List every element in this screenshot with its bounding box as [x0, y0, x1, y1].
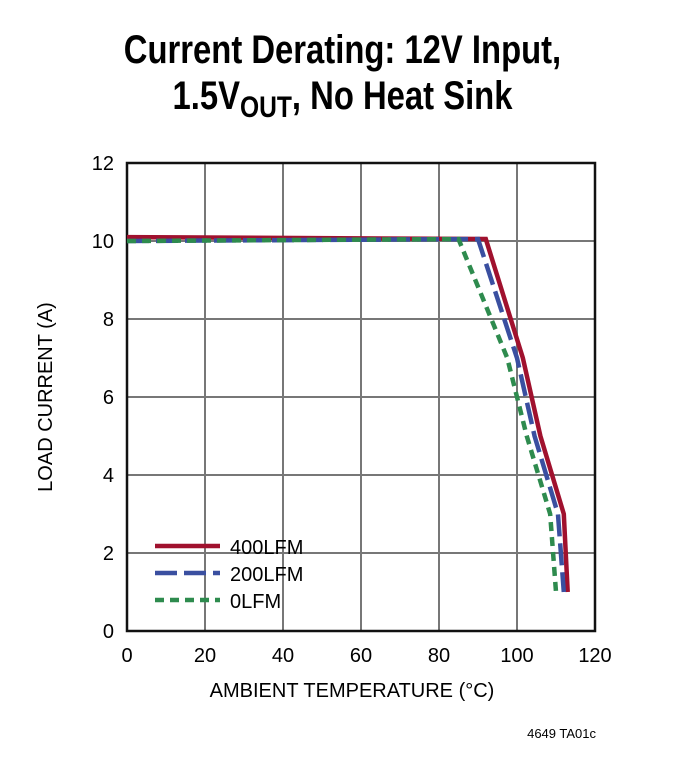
chart-title-line1: Current Derating: 12V Input, — [123, 28, 562, 72]
y-tick-label: 10 — [92, 231, 114, 253]
series-line-200lfm — [126, 236, 567, 593]
legend-label: 0LFM — [230, 591, 281, 613]
x-tick-label: 120 — [578, 645, 611, 667]
x-tick-label: 60 — [350, 645, 372, 667]
series-line-400lfm — [126, 234, 570, 593]
title-subscript: OUT — [239, 91, 292, 124]
title-suffix: , No Heat Sink — [291, 74, 513, 118]
y-axis-label: LOAD CURRENT (A) — [35, 302, 57, 492]
y-tick-label: 0 — [103, 621, 114, 643]
x-tick-label: 80 — [428, 645, 450, 667]
footnote: 4649 TA01c — [527, 726, 596, 741]
plot-frame — [125, 161, 597, 633]
y-tick-label: 12 — [92, 153, 114, 175]
y-tick-label: 8 — [103, 309, 114, 331]
x-tick-label: 40 — [272, 645, 294, 667]
chart-title-line2: 1.5VOUT, No Heat Sink — [62, 74, 624, 125]
legend-label: 400LFM — [230, 537, 303, 559]
x-tick-label: 0 — [121, 645, 132, 667]
series-line-0lfm — [126, 236, 559, 593]
legend-label: 200LFM — [230, 564, 303, 586]
x-tick-label: 100 — [500, 645, 533, 667]
y-tick-label: 6 — [103, 387, 114, 409]
y-tick-label: 2 — [103, 543, 114, 565]
x-tick-label: 20 — [194, 645, 216, 667]
x-axis-label: AMBIENT TEMPERATURE (°C) — [210, 680, 495, 702]
y-tick-label: 4 — [103, 465, 114, 487]
title-prefix: 1.5V — [172, 74, 240, 118]
